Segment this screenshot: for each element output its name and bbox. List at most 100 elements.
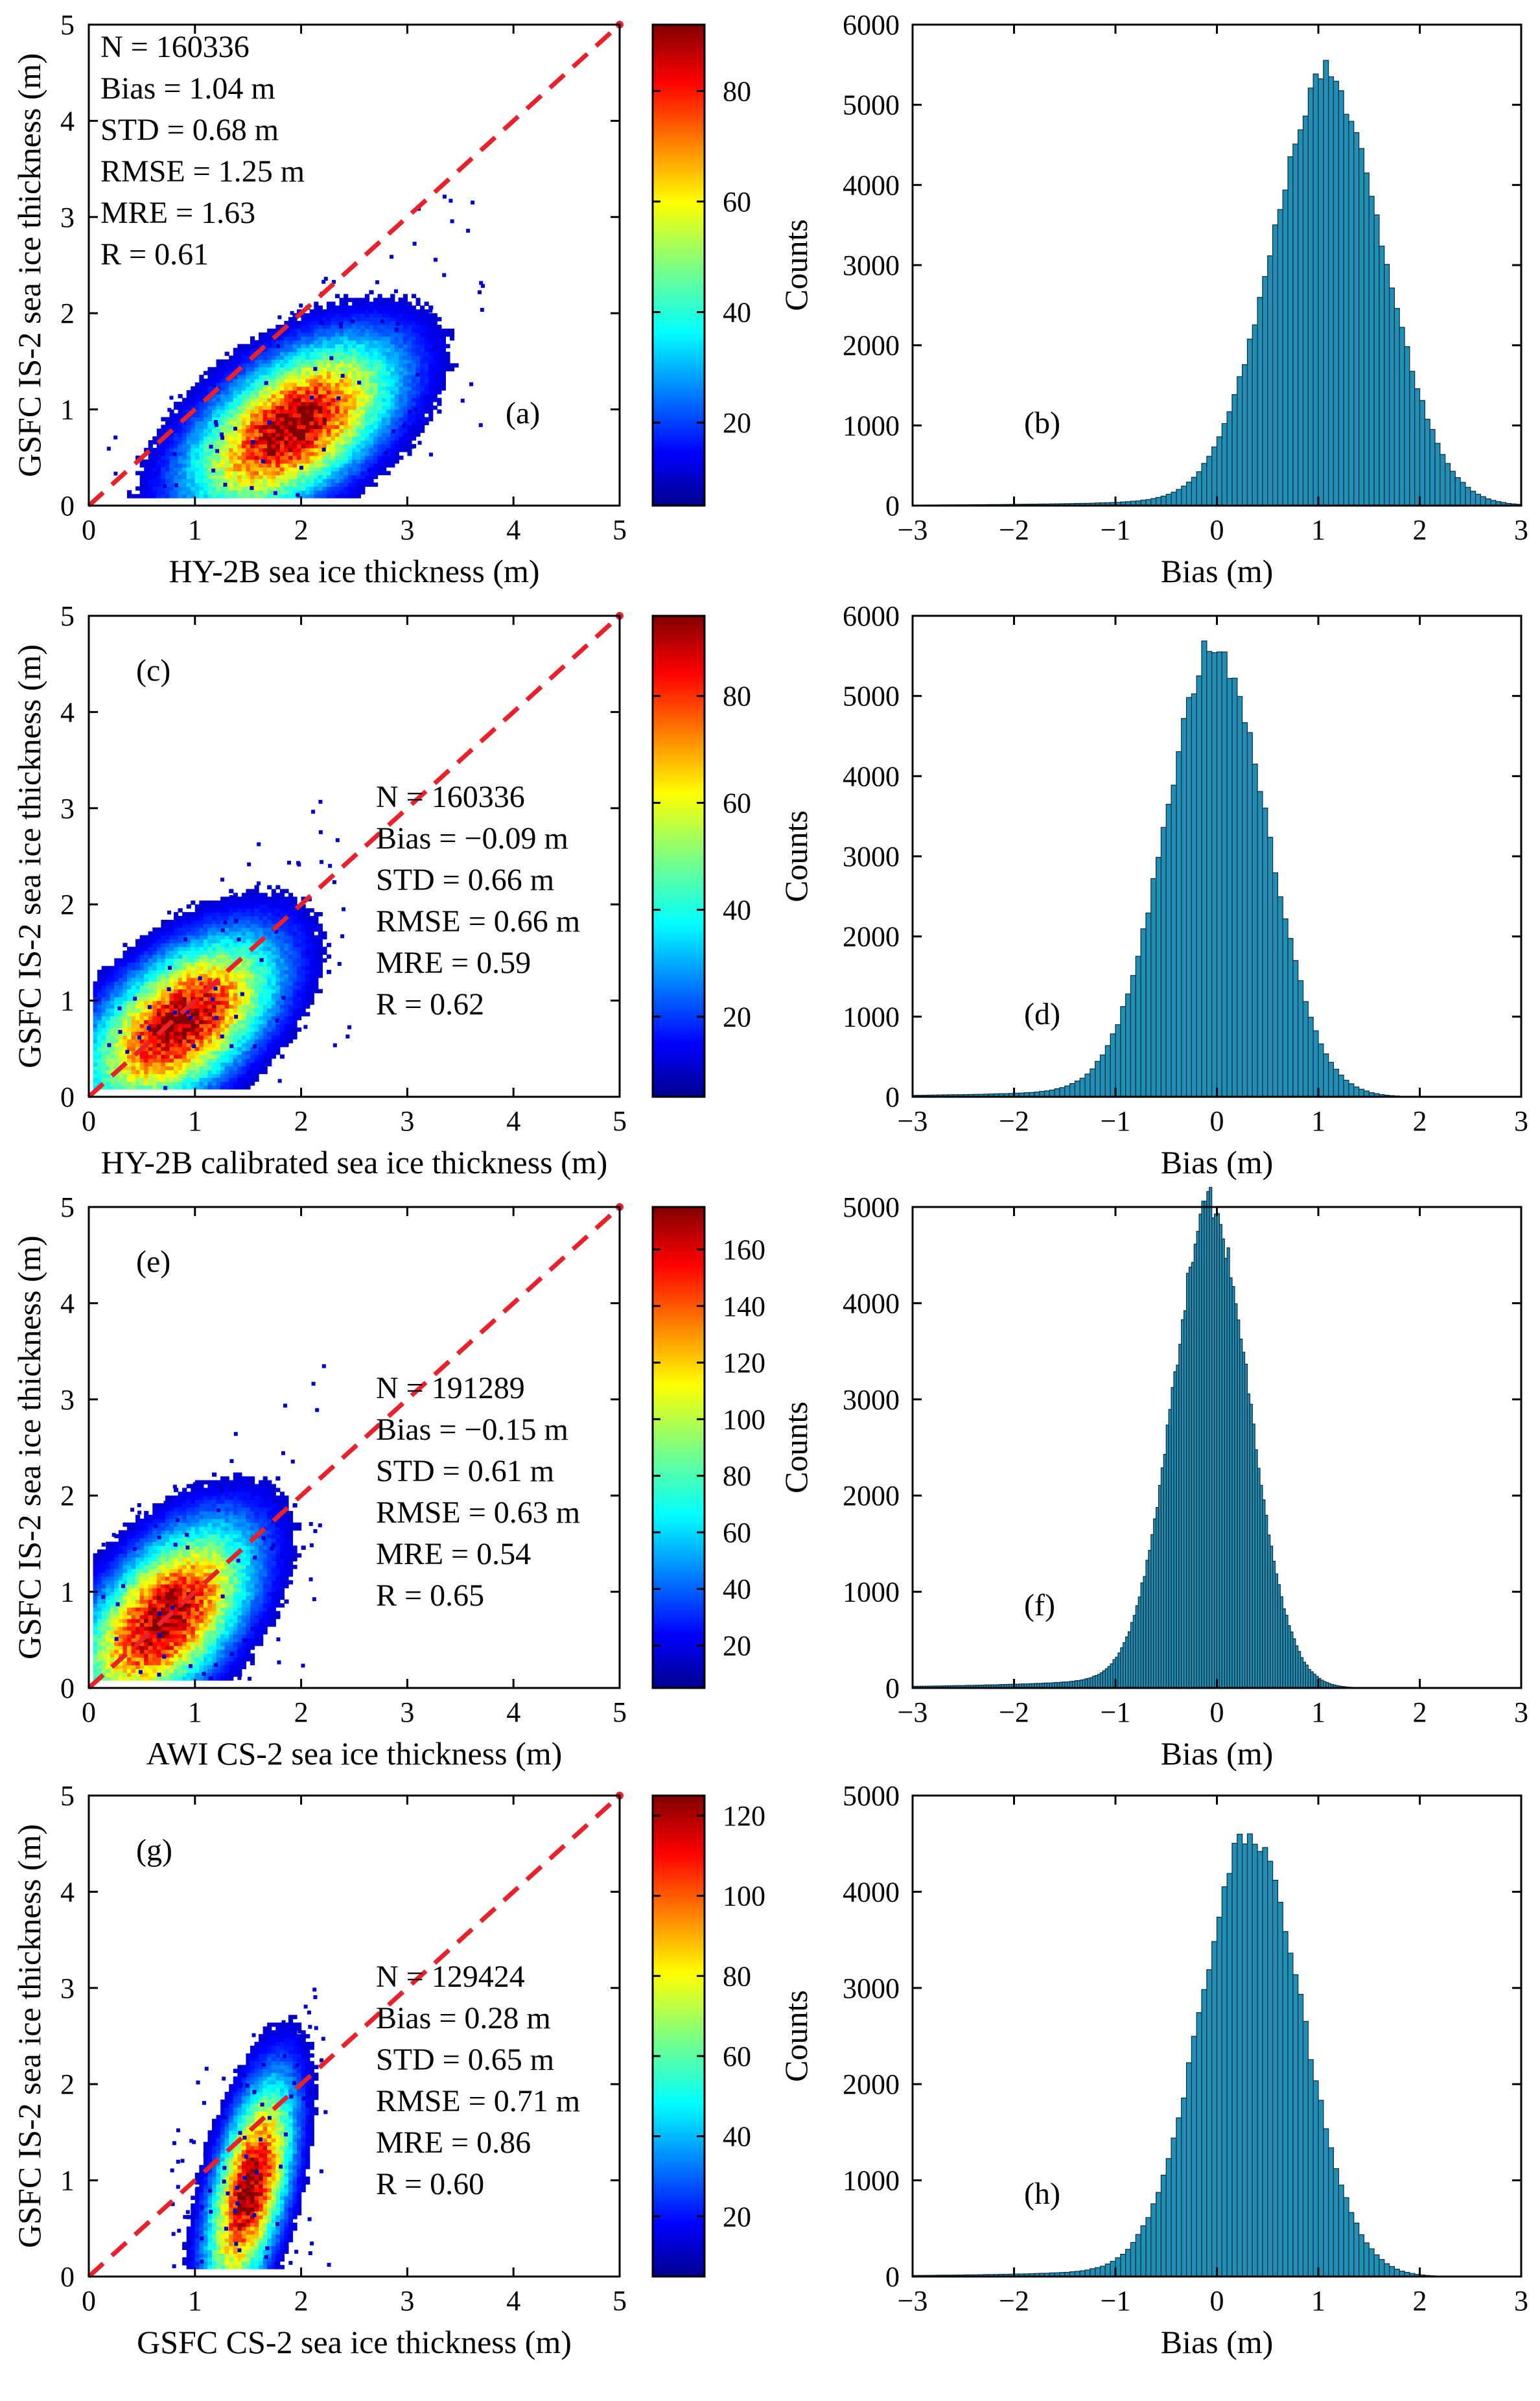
density-cell <box>347 440 353 445</box>
density-cell <box>194 405 200 410</box>
density-cell <box>254 935 259 940</box>
density-cell <box>156 1046 161 1051</box>
density-cell <box>275 375 281 379</box>
y-tick-label: 1 <box>60 394 75 426</box>
density-cell <box>237 359 242 364</box>
density-cell <box>207 405 213 410</box>
density-cell <box>101 1058 106 1063</box>
density-cell <box>212 916 217 920</box>
density-cell <box>229 409 234 414</box>
density-cell <box>292 490 298 495</box>
density-cell <box>407 332 412 337</box>
density-cell <box>335 363 340 368</box>
density-cell <box>241 996 247 1001</box>
density-cell <box>437 328 442 333</box>
density-cell <box>428 347 434 353</box>
density-cell <box>360 425 366 429</box>
density-cell <box>241 363 247 368</box>
density-cell <box>352 432 357 437</box>
density-cell <box>212 1012 217 1016</box>
density-cell <box>402 344 408 349</box>
density-cell <box>97 1024 102 1028</box>
density-cell <box>347 432 353 437</box>
density-cell <box>191 386 196 391</box>
scatter-point <box>393 289 398 294</box>
density-cell <box>106 977 111 982</box>
density-cell <box>191 1004 196 1009</box>
density-cell <box>156 1070 161 1074</box>
density-cell <box>386 455 391 460</box>
scatter-point <box>320 321 324 325</box>
density-cell <box>216 1073 221 1078</box>
density-cell <box>203 931 209 936</box>
density-cell <box>364 428 370 433</box>
density-cell <box>182 1046 187 1051</box>
density-cell <box>275 1012 281 1016</box>
density-cell <box>364 401 370 406</box>
density-cell <box>437 359 442 364</box>
density-cell <box>156 974 161 978</box>
density-cell <box>305 367 310 371</box>
density-cell <box>169 923 174 928</box>
density-cell <box>279 421 285 425</box>
density-cell <box>237 992 242 998</box>
density-cell <box>152 1008 158 1013</box>
density-cell <box>97 1027 102 1032</box>
density-cell <box>131 1070 136 1074</box>
density-cell <box>292 432 298 437</box>
density-cell <box>233 946 238 952</box>
density-cell <box>131 1042 136 1048</box>
density-cell <box>284 425 289 429</box>
density-cell <box>267 1000 272 1005</box>
density-cell <box>135 974 141 978</box>
density-cell <box>445 355 450 360</box>
density-cell <box>279 486 285 491</box>
scatter-point <box>215 449 220 453</box>
density-cell <box>259 1050 264 1055</box>
density-cell <box>148 447 153 452</box>
density-cell <box>191 931 196 936</box>
density-cell <box>241 482 247 487</box>
density-cell <box>424 386 429 391</box>
density-cell <box>135 1000 141 1005</box>
density-cell <box>382 425 387 429</box>
y-tick-label: 4000 <box>843 169 900 201</box>
density-cell <box>292 317 298 322</box>
density-cell <box>186 401 191 406</box>
density-cell <box>364 444 370 449</box>
density-cell <box>390 390 395 395</box>
density-cell <box>344 405 349 410</box>
density-cell <box>191 490 196 495</box>
density-cell <box>186 950 191 955</box>
density-cell <box>369 325 374 329</box>
density-cell <box>352 325 357 329</box>
density-cell <box>407 359 412 364</box>
density-cell <box>279 444 285 449</box>
density-cell <box>369 332 374 337</box>
density-cell <box>144 985 149 990</box>
density-cell <box>241 974 247 978</box>
density-cell <box>241 981 247 986</box>
density-cell <box>101 981 106 986</box>
density-cell <box>148 440 153 445</box>
density-cell <box>284 471 289 476</box>
density-cell <box>318 421 323 425</box>
density-cell <box>305 355 310 360</box>
density-cell <box>131 1085 136 1090</box>
density-cell <box>322 390 327 395</box>
scatter-point <box>380 319 384 323</box>
density-cell <box>322 375 327 379</box>
density-cell <box>271 1035 276 1040</box>
density-cell <box>131 1081 136 1086</box>
density-cell <box>233 471 238 476</box>
density-cell <box>344 397 349 403</box>
density-cell <box>275 390 281 395</box>
density-cell <box>335 340 340 345</box>
density-cell <box>186 1020 191 1024</box>
density-cell <box>309 401 314 406</box>
density-cell <box>259 1012 264 1016</box>
density-cell <box>203 974 209 978</box>
density-cell <box>390 421 395 425</box>
density-cell <box>335 474 340 480</box>
density-cell <box>186 1027 191 1032</box>
